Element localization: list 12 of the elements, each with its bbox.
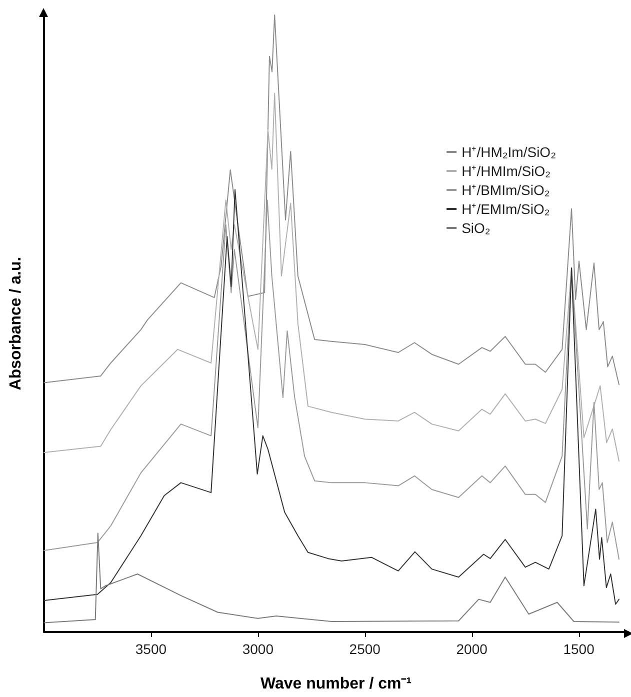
x-tick-label: 1500 [563, 641, 595, 657]
x-tick-label: 2500 [349, 641, 381, 657]
x-tick-label: 3000 [242, 641, 274, 657]
legend-label: SiO₂ [462, 220, 490, 236]
legend-label: H⁺/HMIm/SiO₂ [462, 163, 551, 179]
legend-label: H⁺/BMIm/SiO₂ [462, 182, 550, 198]
x-tick-label: 2000 [456, 641, 488, 657]
legend-label: H⁺/EMIm/SiO₂ [462, 201, 550, 217]
legend-label: H⁺/HM₂Im/SiO₂ [462, 144, 556, 160]
y-axis-title: Absorbance / a.u. [8, 256, 24, 390]
x-tick-label: 3500 [135, 641, 167, 657]
x-axis-title: Wave number / cm⁻¹ [260, 676, 412, 692]
